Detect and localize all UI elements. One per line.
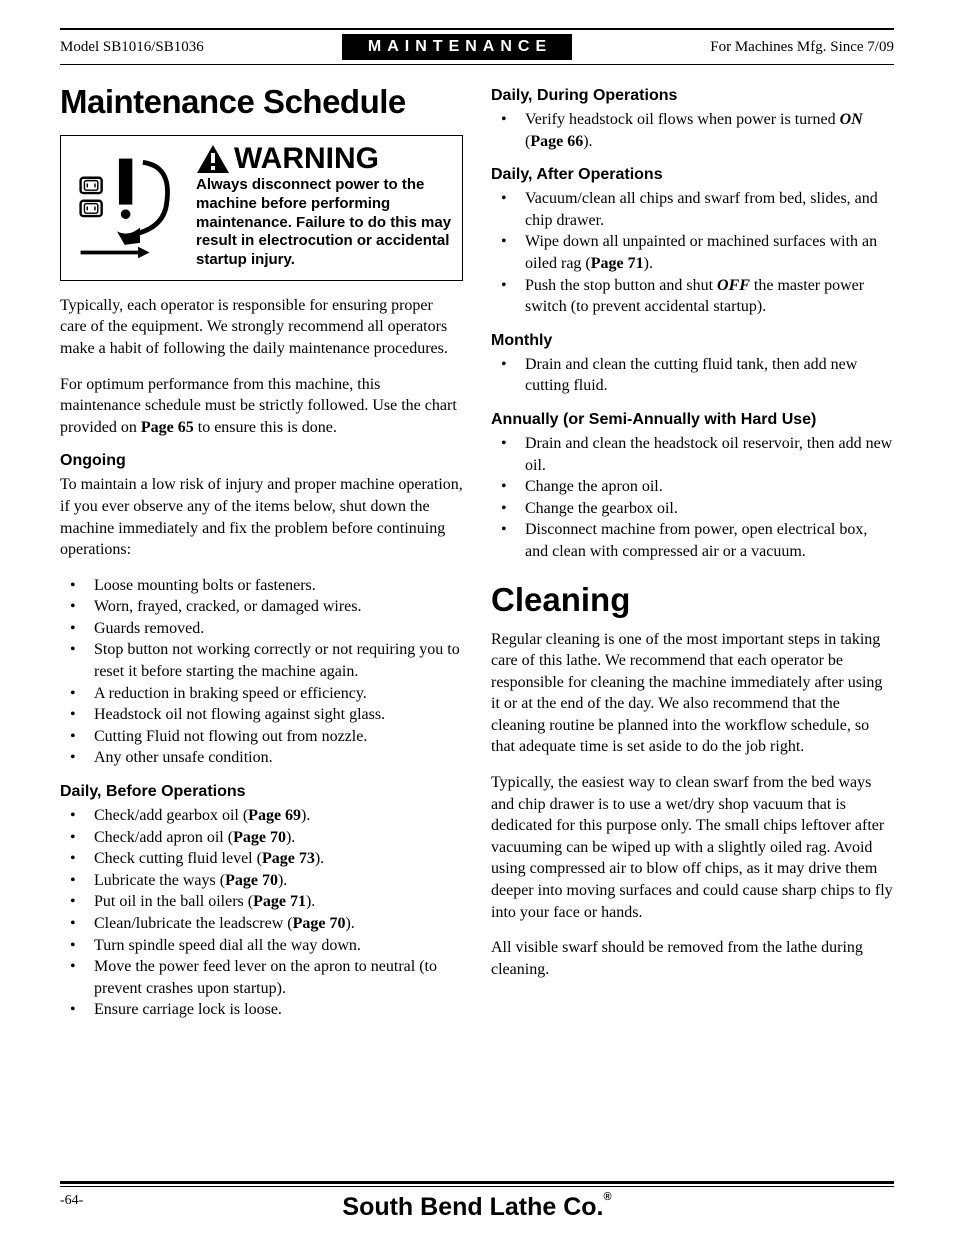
list-item: Turn spindle speed dial all the way down… xyxy=(60,935,463,957)
cleaning-title: Cleaning xyxy=(491,581,894,619)
mfg-label: For Machines Mfg. Since 7/09 xyxy=(710,39,894,56)
list-item: A reduction in braking speed or efficien… xyxy=(60,683,463,705)
cleaning-p1: Regular cleaning is one of the most impo… xyxy=(491,629,894,759)
left-column: Maintenance Schedule xyxy=(60,83,463,1035)
list-item: Change the apron oil. xyxy=(491,476,894,498)
list-item: Vacuum/clean all chips and swarf from be… xyxy=(491,188,894,231)
intro-paragraph-2: For optimum performance from this machin… xyxy=(60,374,463,439)
cleaning-p3: All visible swarf should be removed from… xyxy=(491,937,894,980)
right-column: Daily, During Operations Verify headstoc… xyxy=(491,83,894,1035)
list-item: Stop button not working correctly or not… xyxy=(60,639,463,682)
list-item: Put oil in the ball oilers (Page 71). xyxy=(60,891,463,913)
list-item: Loose mounting bolts or fasteners. xyxy=(60,575,463,597)
warning-word: WARNING xyxy=(234,144,379,174)
page-number: -64- xyxy=(60,1193,83,1209)
daily-before-heading: Daily, Before Operations xyxy=(60,783,463,801)
disconnect-power-icon xyxy=(71,144,186,270)
list-item: Lubricate the ways (Page 70). xyxy=(60,870,463,892)
brand-name: South Bend Lathe Co.® xyxy=(342,1193,611,1222)
daily-during-list: Verify headstock oil flows when power is… xyxy=(491,109,894,152)
section-label: MAINTENANCE xyxy=(342,34,572,60)
daily-after-heading: Daily, After Operations xyxy=(491,166,894,184)
list-item: Push the stop button and shut OFF the ma… xyxy=(491,275,894,318)
daily-before-list: Check/add gearbox oil (Page 69). Check/a… xyxy=(60,805,463,1021)
list-item: Drain and clean the cutting fluid tank, … xyxy=(491,354,894,397)
ongoing-heading: Ongoing xyxy=(60,452,463,470)
annually-list: Drain and clean the headstock oil reserv… xyxy=(491,433,894,563)
list-item: Check/add gearbox oil (Page 69). xyxy=(60,805,463,827)
monthly-heading: Monthly xyxy=(491,332,894,350)
warning-triangle-icon xyxy=(196,144,230,174)
list-item: Headstock oil not flowing against sight … xyxy=(60,704,463,726)
cleaning-p2: Typically, the easiest way to clean swar… xyxy=(491,772,894,923)
maintenance-schedule-title: Maintenance Schedule xyxy=(60,83,463,121)
annually-heading: Annually (or Semi-Annually with Hard Use… xyxy=(491,411,894,429)
list-item: Change the gearbox oil. xyxy=(491,498,894,520)
ongoing-lead: To maintain a low risk of injury and pro… xyxy=(60,474,463,560)
list-item: Verify headstock oil flows when power is… xyxy=(491,109,894,152)
intro-paragraph-1: Typically, each operator is responsible … xyxy=(60,295,463,360)
list-item: Clean/lubricate the leadscrew (Page 70). xyxy=(60,913,463,935)
monthly-list: Drain and clean the cutting fluid tank, … xyxy=(491,354,894,397)
list-item: Guards removed. xyxy=(60,618,463,640)
ongoing-list: Loose mounting bolts or fasteners. Worn,… xyxy=(60,575,463,769)
warning-heading: WARNING xyxy=(196,144,452,174)
list-item: Check/add apron oil (Page 70). xyxy=(60,827,463,849)
list-item: Disconnect machine from power, open elec… xyxy=(491,519,894,562)
list-item: Cutting Fluid not flowing out from nozzl… xyxy=(60,726,463,748)
page-header: Model SB1016/SB1036 MAINTENANCE For Mach… xyxy=(60,34,894,60)
list-item: Move the power feed lever on the apron t… xyxy=(60,956,463,999)
warning-box: WARNING Always disconnect power to the m… xyxy=(60,135,463,281)
daily-after-list: Vacuum/clean all chips and swarf from be… xyxy=(491,188,894,318)
page-footer: -64- South Bend Lathe Co.® xyxy=(60,1181,894,1209)
list-item: Worn, frayed, cracked, or damaged wires. xyxy=(60,596,463,618)
warning-body-text: Always disconnect power to the machine b… xyxy=(196,176,452,270)
model-label: Model SB1016/SB1036 xyxy=(60,39,204,56)
list-item: Check cutting fluid level (Page 73). xyxy=(60,848,463,870)
list-item: Any other unsafe condition. xyxy=(60,747,463,769)
list-item: Wipe down all unpainted or machined surf… xyxy=(491,231,894,274)
daily-during-heading: Daily, During Operations xyxy=(491,87,894,105)
list-item: Drain and clean the headstock oil reserv… xyxy=(491,433,894,476)
list-item: Ensure carriage lock is loose. xyxy=(60,999,463,1021)
